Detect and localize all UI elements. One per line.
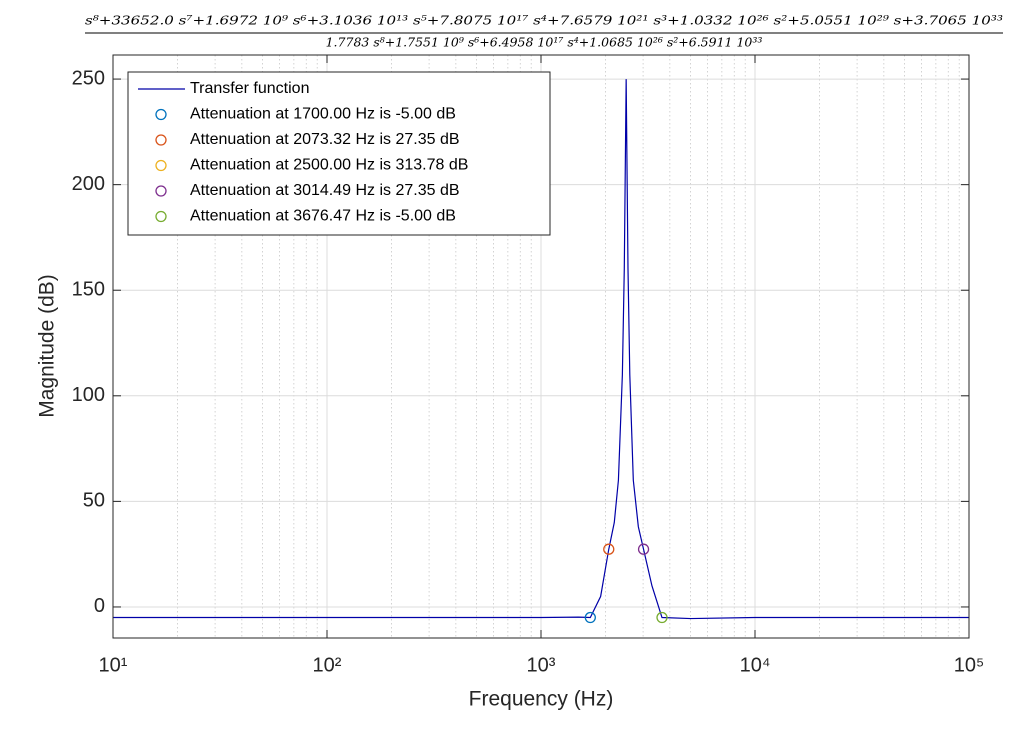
title-numerator: s⁸+33652.0 s⁷+1.6972 10⁹ s⁶+3.1036 10¹³ … bbox=[85, 13, 1003, 28]
y-tick-label: 250 bbox=[72, 67, 105, 89]
legend-label: Attenuation at 3676.47 Hz is -5.00 dB bbox=[190, 208, 456, 225]
transfer-line bbox=[113, 79, 969, 620]
legend-label: Attenuation at 3014.49 Hz is 27.35 dB bbox=[190, 182, 460, 199]
title-denominator: 1.7783 s⁸+1.7551 10⁹ s⁶+6.4958 10¹⁷ s⁴+1… bbox=[326, 35, 763, 50]
y-axis-label: Magnitude (dB) bbox=[36, 274, 59, 418]
legend-swatch bbox=[155, 159, 167, 172]
axes-box bbox=[112, 54, 970, 639]
x-tick-label: 10⁵ bbox=[954, 654, 985, 676]
attenuation-marker bbox=[656, 611, 668, 624]
attenuation-marker bbox=[584, 611, 596, 624]
attenuation-marker bbox=[637, 543, 650, 555]
legend-label: Attenuation at 2073.32 Hz is 27.35 dB bbox=[190, 131, 460, 148]
legend-label: Transfer function bbox=[190, 80, 309, 97]
attenuation-marker bbox=[603, 543, 615, 555]
plot-marks bbox=[113, 79, 969, 624]
y-tick-label: 200 bbox=[72, 173, 105, 195]
legend-swatch bbox=[155, 210, 167, 223]
legend: Transfer function Attenuation at 1700.00 … bbox=[127, 71, 551, 236]
x-tick-label: 10² bbox=[313, 654, 342, 676]
x-tick-label: 10³ bbox=[527, 654, 556, 676]
legend-swatch bbox=[155, 185, 167, 197]
y-tick-label: 50 bbox=[83, 490, 105, 512]
x-tick-label: 10⁴ bbox=[740, 654, 771, 676]
x-axis-label: Frequency (Hz) bbox=[469, 688, 614, 711]
legend-label: Attenuation at 1700.00 Hz is -5.00 dB bbox=[190, 106, 456, 123]
legend-box bbox=[127, 71, 551, 236]
legend-swatch bbox=[155, 108, 167, 121]
y-tick-label: 150 bbox=[72, 279, 105, 301]
legend-label: Attenuation at 2500.00 Hz is 313.78 dB bbox=[190, 157, 468, 174]
x-tick-label: 10¹ bbox=[99, 654, 128, 676]
legend-swatch bbox=[155, 134, 167, 146]
y-tick-label: 0 bbox=[94, 595, 105, 617]
y-tick-label: 100 bbox=[72, 384, 105, 406]
